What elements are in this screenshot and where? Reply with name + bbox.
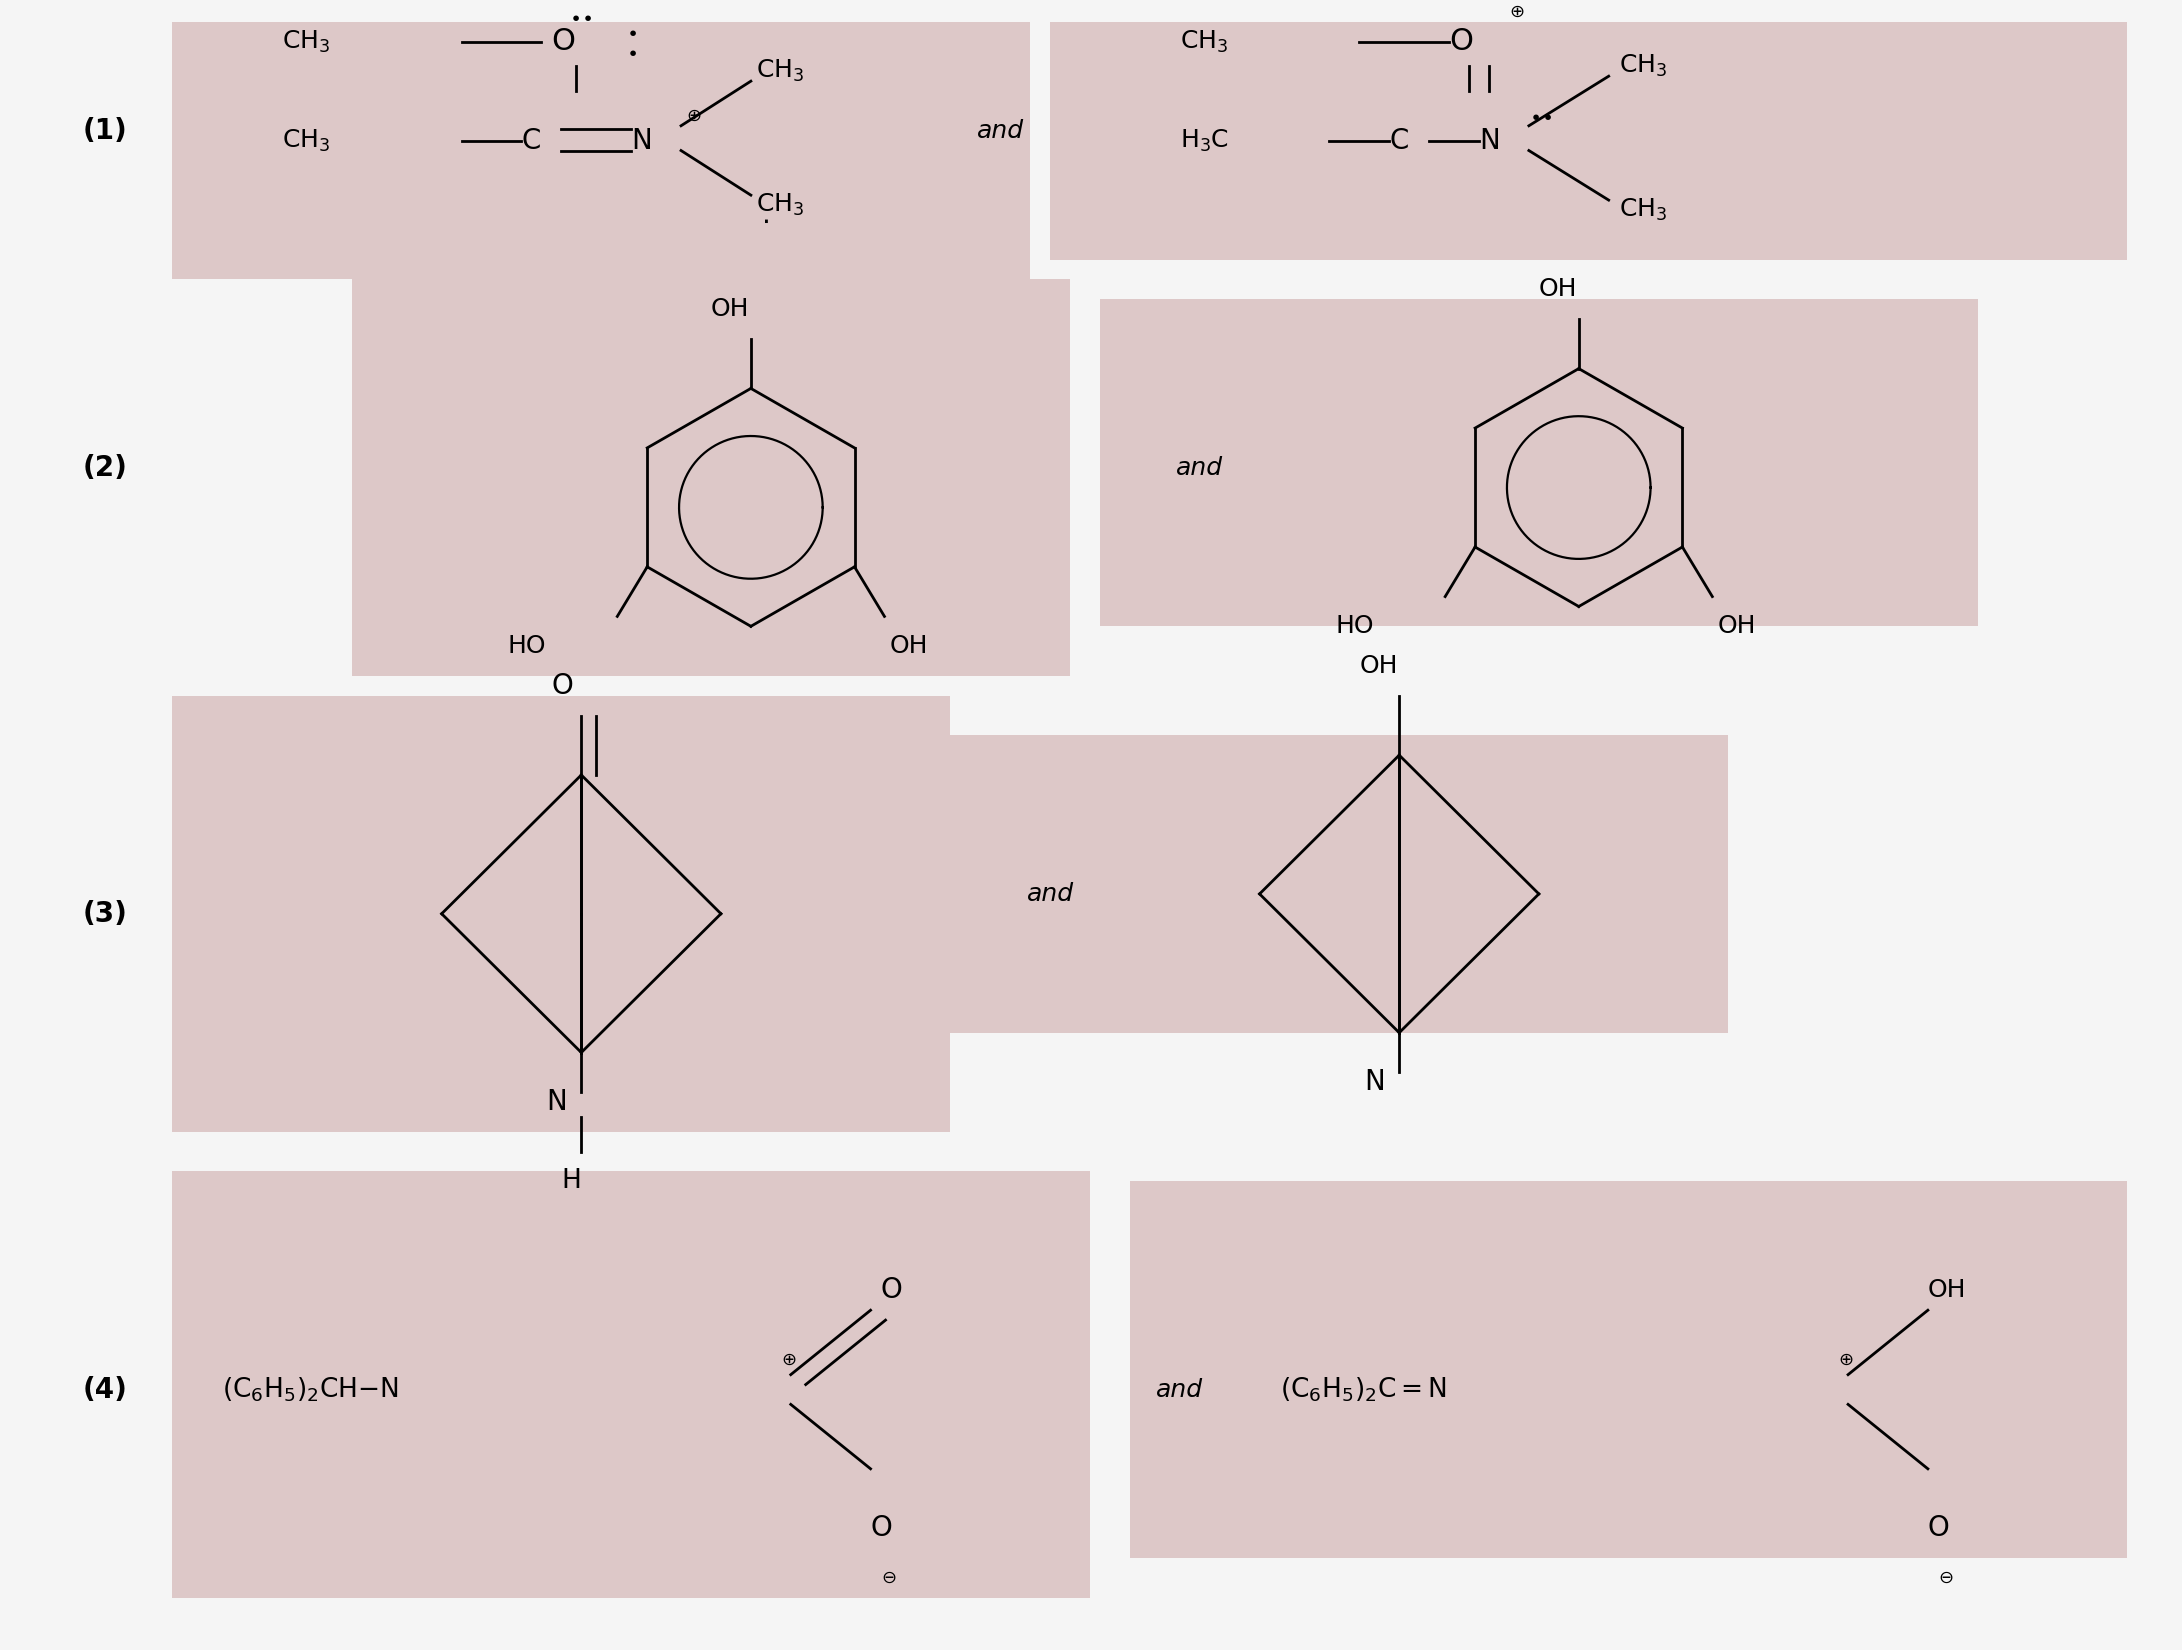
FancyBboxPatch shape [172, 696, 951, 1132]
Text: (C$_6$H$_5$)$_2$CH$-$N: (C$_6$H$_5$)$_2$CH$-$N [223, 1374, 399, 1404]
Text: N: N [1479, 127, 1499, 155]
FancyBboxPatch shape [1100, 299, 1977, 627]
Text: (C$_6$H$_5$)$_2$C$=$N: (C$_6$H$_5$)$_2$C$=$N [1279, 1374, 1447, 1404]
FancyBboxPatch shape [951, 736, 1728, 1033]
Text: (4): (4) [83, 1376, 127, 1404]
Text: and: and [1026, 883, 1074, 906]
FancyBboxPatch shape [1130, 1181, 2127, 1558]
FancyBboxPatch shape [172, 1172, 1091, 1597]
Text: (1): (1) [83, 117, 127, 145]
Text: H$_3$C: H$_3$C [1180, 127, 1228, 153]
Text: $\cdot$: $\cdot$ [762, 208, 768, 236]
Text: OH: OH [1929, 1279, 1966, 1302]
Text: $\bullet$: $\bullet$ [626, 21, 637, 41]
FancyBboxPatch shape [1050, 21, 2127, 259]
Text: O: O [871, 1515, 892, 1543]
Text: (3): (3) [83, 899, 127, 927]
Text: CH$_3$: CH$_3$ [1180, 28, 1228, 54]
Text: O: O [1449, 26, 1473, 56]
FancyBboxPatch shape [172, 21, 1030, 279]
Text: (2): (2) [83, 454, 127, 482]
Text: $\bullet$: $\bullet$ [626, 41, 637, 61]
Text: $\bullet\!\bullet$: $\bullet\!\bullet$ [570, 7, 594, 26]
Text: OH: OH [1538, 277, 1578, 302]
Text: $\oplus$: $\oplus$ [1510, 3, 1525, 21]
Text: CH$_3$: CH$_3$ [755, 191, 805, 218]
Text: OH: OH [711, 297, 748, 322]
Text: CH$_3$: CH$_3$ [755, 58, 805, 84]
Text: OH: OH [1359, 653, 1399, 678]
Text: O: O [552, 672, 574, 700]
Text: O: O [1929, 1515, 1949, 1543]
Text: $\oplus$: $\oplus$ [1837, 1351, 1853, 1370]
Text: N: N [1364, 1068, 1386, 1096]
Text: CH$_3$: CH$_3$ [1619, 53, 1667, 79]
Text: HO: HO [1335, 614, 1375, 639]
Text: and: and [978, 119, 1023, 142]
Text: and: and [1156, 1378, 1202, 1401]
Text: N: N [631, 127, 652, 155]
Text: N: N [546, 1087, 567, 1115]
Text: $\oplus$: $\oplus$ [685, 107, 700, 125]
Text: $\bullet\!\bullet$: $\bullet\!\bullet$ [1530, 106, 1554, 125]
Text: HO: HO [508, 634, 546, 658]
Text: and: and [1176, 455, 1224, 480]
Text: OH: OH [1717, 614, 1757, 639]
Text: CH$_3$: CH$_3$ [1619, 196, 1667, 223]
Text: $\ominus$: $\ominus$ [882, 1569, 897, 1587]
Text: C: C [1390, 127, 1410, 155]
Text: O: O [552, 26, 576, 56]
Text: CH$_3$: CH$_3$ [281, 28, 329, 54]
Text: H: H [561, 1168, 580, 1195]
Text: OH: OH [890, 634, 927, 658]
Text: $\ominus$: $\ominus$ [1938, 1569, 1953, 1587]
Text: $\oplus$: $\oplus$ [781, 1351, 796, 1370]
Text: O: O [882, 1277, 903, 1305]
Text: C: C [521, 127, 541, 155]
Text: CH$_3$: CH$_3$ [281, 127, 329, 153]
FancyBboxPatch shape [351, 279, 1069, 676]
